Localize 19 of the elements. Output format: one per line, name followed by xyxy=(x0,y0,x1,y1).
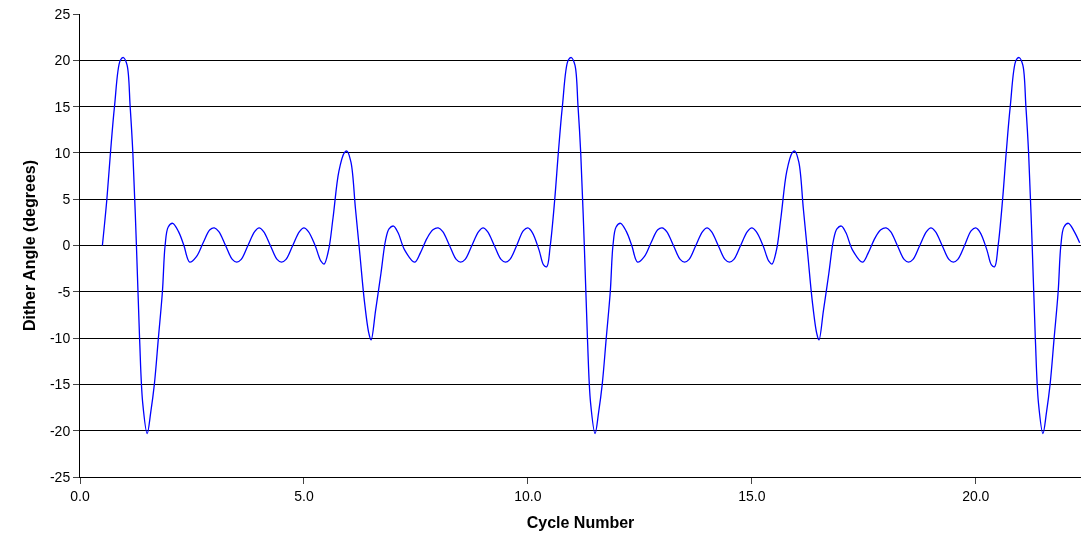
x-tick-label: 15.0 xyxy=(738,487,766,504)
y-axis-title: Dither Angle (degrees) xyxy=(20,160,38,331)
line-series xyxy=(101,56,1081,435)
x-tick-label: 0.0 xyxy=(70,487,90,504)
y-tick-label: 20 xyxy=(54,52,71,69)
y-tick-label: -5 xyxy=(57,283,71,300)
y-tick-label: -25 xyxy=(49,468,71,485)
y-tick-label: -15 xyxy=(49,376,71,393)
x-tick-label: 5.0 xyxy=(294,487,314,504)
y-tick-label: -10 xyxy=(49,330,71,346)
y-tick-label: 25 xyxy=(54,5,71,22)
x-tick-label: 10.0 xyxy=(514,487,542,504)
y-tick-label: 15 xyxy=(54,98,71,115)
y-tick-label: 10 xyxy=(54,144,71,161)
x-axis-title: Cycle Number xyxy=(526,514,635,532)
y-tick-label: 5 xyxy=(62,191,71,208)
x-tick-label: 20.0 xyxy=(962,487,990,504)
y-tick-label: 0 xyxy=(62,237,71,254)
y-tick-label: -20 xyxy=(49,422,71,439)
